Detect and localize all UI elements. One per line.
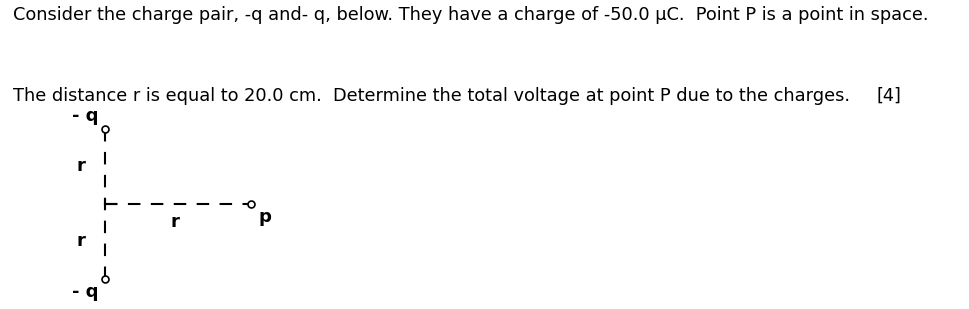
Text: r: r	[77, 232, 85, 251]
Text: - q: - q	[73, 283, 99, 301]
Text: r: r	[171, 213, 179, 231]
Text: The distance r is equal to 20.0 cm.  Determine the total voltage at point P due : The distance r is equal to 20.0 cm. Dete…	[13, 87, 850, 104]
Text: Consider the charge pair, -q and- q, below. They have a charge of -50.0 μC.  Poi: Consider the charge pair, -q and- q, bel…	[13, 6, 928, 24]
Text: r: r	[77, 157, 85, 176]
Text: p: p	[259, 208, 271, 226]
Text: [4]: [4]	[877, 87, 902, 104]
Text: - q: - q	[73, 107, 99, 125]
